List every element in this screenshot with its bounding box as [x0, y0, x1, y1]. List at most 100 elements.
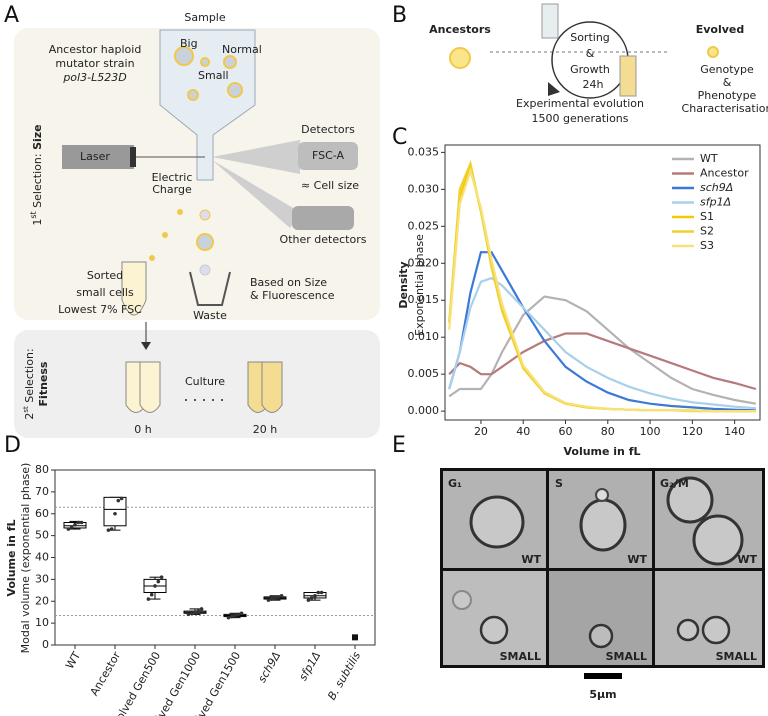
phase-label: S	[555, 477, 563, 490]
point	[109, 527, 114, 531]
point	[79, 520, 84, 525]
point	[106, 528, 111, 532]
label: Charge	[152, 183, 192, 196]
cell	[707, 46, 719, 58]
y-tick-label: 0.020	[408, 256, 440, 269]
legend-label: WT	[700, 152, 718, 165]
y-axis-title: Volume in fL	[5, 519, 18, 596]
text: st	[22, 406, 30, 413]
strain-label: SMALL	[716, 650, 757, 663]
point	[149, 592, 154, 597]
legend-label: sfp1Δ	[700, 196, 731, 209]
text: st	[29, 211, 38, 218]
cell	[149, 255, 155, 261]
selection-label: 2st Selection:Fitness	[22, 348, 50, 419]
y-tick-label: 30	[35, 572, 49, 585]
micrograph	[549, 571, 652, 665]
point	[113, 511, 117, 516]
y-tick-label: 20	[35, 594, 49, 607]
text: Size	[31, 124, 44, 150]
y-axis-subtitle: Modal volume (exponential phase)	[19, 463, 32, 654]
panel-label: B	[392, 3, 407, 28]
plot-frame	[444, 144, 761, 421]
x-tick-label: 40	[516, 425, 530, 438]
point	[276, 595, 281, 599]
point	[69, 525, 74, 529]
text: 2	[23, 413, 36, 420]
label: Ancestors	[429, 23, 491, 36]
y-tick-label: 50	[35, 529, 49, 542]
tube	[619, 55, 637, 97]
text: 1	[31, 219, 44, 226]
strain-label: WT	[521, 553, 541, 566]
label: &	[723, 76, 732, 89]
strain-label: SMALL	[500, 650, 541, 663]
point	[309, 596, 314, 600]
y-tick-label: 0.025	[408, 219, 440, 232]
strain-label: WT	[737, 553, 757, 566]
label: Ancestor haploid	[49, 43, 142, 56]
cell	[199, 264, 211, 276]
y-tick-label: 60	[35, 507, 49, 520]
series-line	[448, 332, 757, 391]
label: Growth	[570, 63, 610, 76]
legend-label: S3	[700, 239, 714, 252]
x-tick-label: 100	[640, 425, 661, 438]
y-tick-label: 0.015	[408, 293, 440, 306]
point	[199, 607, 204, 611]
waste-bin	[189, 271, 231, 306]
density-chart: Density Exponential phase Volume in fL 0…	[397, 144, 761, 458]
point	[236, 612, 241, 617]
y-tick-label: 0	[42, 638, 49, 651]
point	[319, 590, 324, 595]
x-tick-label: B. subtilis	[325, 649, 363, 702]
panel-b: Ancestors Sorting & Growth 24h Evolved G…	[429, 3, 768, 125]
legend-label: S1	[700, 210, 714, 223]
point	[156, 579, 161, 584]
legend-label: S2	[700, 225, 714, 238]
point	[66, 527, 71, 531]
y-tick-label: 70	[35, 485, 49, 498]
cell	[595, 488, 609, 502]
label: small cells	[76, 286, 134, 299]
cell	[666, 476, 714, 524]
text: Selection:	[23, 348, 36, 406]
y-tick-label: 0.035	[408, 145, 440, 158]
plot-frame	[54, 469, 376, 646]
cell	[676, 618, 700, 642]
scale-label: 5µm	[589, 688, 616, 701]
beam-cone	[212, 160, 300, 228]
x-tick-label: WT	[63, 649, 83, 671]
point	[119, 496, 124, 501]
series-line	[448, 251, 756, 412]
label: Culture	[185, 375, 225, 388]
cell	[469, 495, 525, 549]
label: Small	[198, 69, 229, 82]
x-tick-label: 60	[559, 425, 573, 438]
point	[196, 609, 201, 613]
series-line	[448, 167, 756, 413]
x-tick-label: 120	[682, 425, 703, 438]
beam-cone	[212, 140, 300, 174]
point	[313, 593, 317, 598]
y-tick-label: 40	[35, 551, 49, 564]
label: Genotype	[700, 63, 754, 76]
point	[226, 615, 231, 620]
label: Normal	[222, 43, 262, 56]
cell	[223, 55, 237, 69]
detector	[292, 206, 354, 230]
label: ≈ Cell size	[301, 179, 359, 192]
point	[352, 634, 358, 641]
cell	[452, 590, 472, 610]
point	[306, 598, 311, 602]
x-tick-label: 80	[601, 425, 615, 438]
cell	[692, 514, 744, 566]
label: Phenotype	[698, 89, 757, 102]
label: Electric	[152, 171, 193, 184]
x-tick-label: Ancestor	[88, 649, 124, 698]
x-tick-label: sfp1Δ	[296, 650, 323, 683]
y-tick-label: 0.030	[408, 182, 440, 195]
text: Selection:	[31, 150, 44, 211]
box	[103, 496, 127, 527]
